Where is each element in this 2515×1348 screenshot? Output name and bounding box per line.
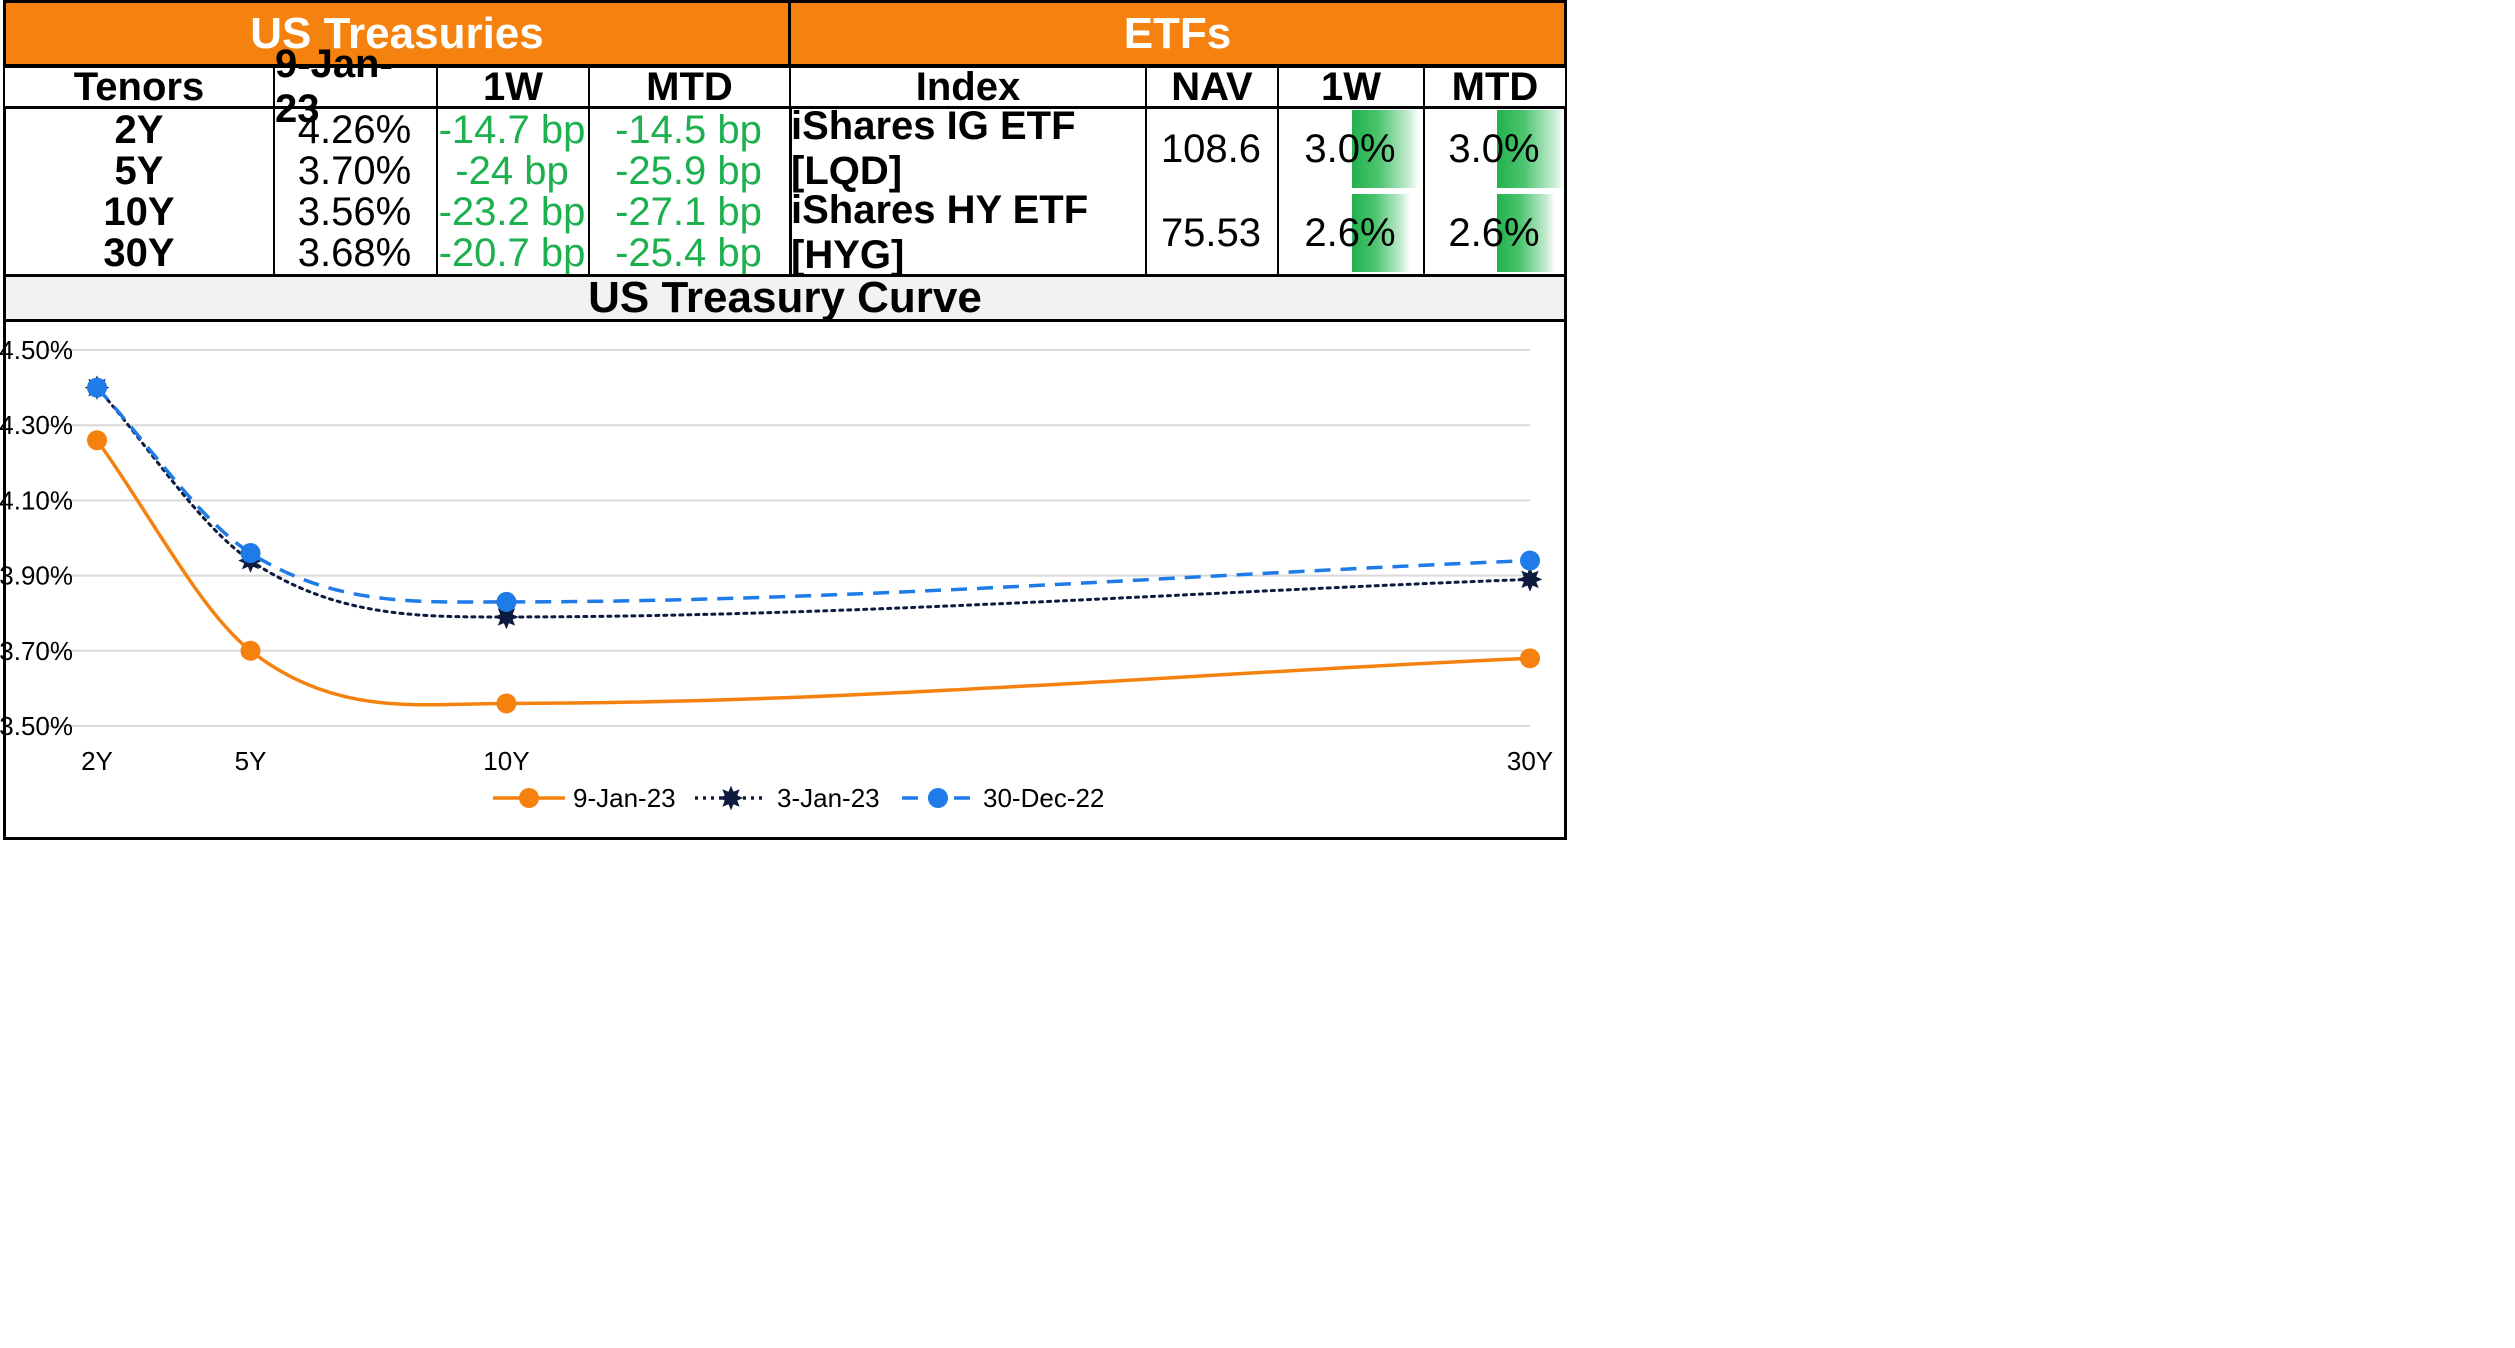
y-tick-label: 4.50% [0,335,73,365]
etf-1w: 2.6% [1304,210,1396,255]
col-header-etf-1w: 1W [1277,64,1425,109]
table-row-mtd: -27.1 bp [615,190,762,234]
table-row-tenor: 5Y [114,149,164,193]
data-point [87,430,107,451]
table-row-tenor: 2Y [114,108,164,152]
y-tick-label: 3.90% [0,561,73,591]
etfs-header: ETFs [788,0,1567,67]
legend-label: 30-Dec-22 [983,783,1104,813]
etf-index-name: iShares IG ETF [LQD] [791,104,1076,193]
data-point [240,640,261,661]
col-header-label: MTD [646,64,733,109]
etf-rows: iShares IG ETF [LQD] 108.6 3.0% 3.0% iSh… [791,104,1565,277]
data-point [1520,648,1540,669]
us-treasuries-title: US Treasuries [250,8,544,58]
data-point [1517,567,1543,592]
etf-nav: 108.6 [1160,126,1262,171]
table-row-yield: 3.68% [297,231,412,275]
col-header-date: 9-Jan-23 [273,42,438,131]
chart-title: US Treasury Curve [3,273,1567,322]
etf-mtd: 2.6% [1448,210,1540,255]
series-line [95,386,1531,604]
data-point [87,377,107,398]
table-row-1w: -14.7 bp [438,108,586,152]
chart-frame [3,320,1567,840]
table-row-tenor: 30Y [103,231,175,275]
col-header-label: 1W [1321,64,1381,109]
table-row-1w: -23.2 bp [438,190,586,234]
col-header-nav: NAV [1145,64,1279,109]
legend-marker [519,788,539,808]
databar-mtd [1497,110,1564,188]
col-header-label: 9-Jan-23 [275,42,393,131]
legend-marker [928,788,948,808]
y-tick-label: 4.10% [0,485,73,515]
series-line [95,439,1531,707]
databar-1w [1352,110,1419,188]
x-tick-label: 30Y [1507,746,1553,776]
y-tick-label: 3.70% [0,636,73,666]
us-treasuries-header: US Treasuries [3,0,791,67]
col-header-etf-mtd: MTD [1423,64,1567,109]
table-row-yield: 3.56% [297,190,412,234]
col-header-label: MTD [1451,64,1539,109]
col-header-label: 1W [483,64,543,109]
data-point [718,785,744,811]
legend-label: 3-Jan-23 [777,783,880,813]
col-header-label: Tenors [73,64,205,109]
col-header-label: NAV [1171,64,1253,109]
y-tick-label: 3.50% [0,711,73,741]
etf-mtd: 3.0% [1448,126,1540,171]
table-row-yield: 3.70% [297,149,412,193]
databar-mtd [1497,194,1556,272]
etfs-title: ETFs [1123,8,1232,58]
col-header-1w: 1W [436,64,590,109]
etf-1w: 3.0% [1304,126,1396,171]
data-point [496,591,517,612]
etf-index-name: iShares HY ETF [HYG] [791,188,1089,277]
data-point [496,693,517,714]
data-point [1520,550,1540,571]
col-header-mtd: MTD [588,64,791,109]
x-tick-label: 2Y [81,746,113,776]
table-row-mtd: -14.5 bp [615,108,762,152]
etf-nav: 75.53 [1160,210,1262,255]
legend-label: 9-Jan-23 [573,783,676,813]
treasury-rows: 2Y 4.26% -14.7 bp -14.5 bp 5Y 3.70% -24 … [5,108,789,275]
chart-title-text: US Treasury Curve [588,273,982,322]
col-header-tenors: Tenors [3,64,275,109]
table-row-mtd: -25.4 bp [615,231,762,275]
x-tick-label: 10Y [483,746,529,776]
table-row-tenor: 10Y [103,190,175,234]
databar-1w [1352,194,1411,272]
data-point [240,543,261,564]
col-header-label: Index [915,64,1021,109]
table-row-mtd: -25.9 bp [615,149,762,193]
x-tick-label: 5Y [235,746,267,776]
table-row-1w: -20.7 bp [438,231,586,275]
data-point [494,604,519,630]
table-row-yield: 4.26% [297,108,412,152]
y-tick-label: 4.30% [0,410,73,440]
table-row-1w: -24 bp [455,149,569,193]
